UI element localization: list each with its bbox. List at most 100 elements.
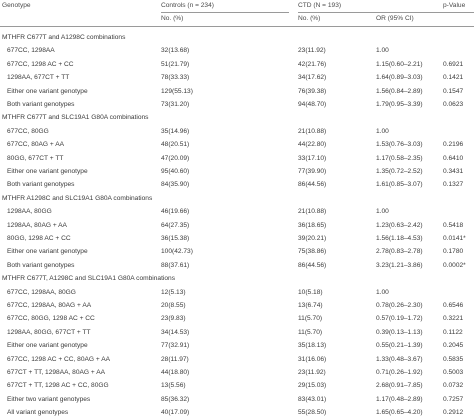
or-cell: 1.79(0.95–3.39)	[376, 101, 423, 108]
header-or: OR (95% CI)	[376, 15, 414, 22]
pvalue-cell: 0.3221	[443, 315, 464, 323]
table-row: Either one variant genotype 129(55.13) 76(…	[0, 87, 474, 97]
header-controls: Controls (n = 234)	[161, 2, 214, 9]
controls-cell: 64(27.35)	[161, 221, 190, 229]
genotype-cell: 1298AA, 80GG, 677CT + TT	[7, 328, 91, 336]
table-row: 80GG, 1298 AC + CC 36(15.38) 39(20.21) 1.56…	[0, 234, 474, 244]
ctd-cell: 23(11.92)	[298, 369, 326, 376]
ctd-cell: 13(6.74)	[298, 302, 323, 309]
controls-cell: 40(17.09)	[161, 409, 190, 417]
pvalue-cell: 0.1122	[443, 328, 463, 336]
header-bottom-rule	[0, 26, 474, 27]
table-row: Either one variant genotype 95(40.60) 77(3…	[0, 167, 474, 177]
or-cell: 0.57(0.19–1.72)	[376, 315, 423, 323]
pvalue-cell: 0.0002*	[443, 261, 466, 269]
genotype-cell: 1298AA, 677CT + TT	[7, 74, 70, 82]
pvalue-cell: 0.6410	[443, 154, 464, 162]
header-genotype: Genotype	[2, 2, 31, 9]
genotype-cell: 677CC, 1298AA, 80AG + AA	[7, 302, 92, 309]
ctd-cell: 36(18.65)	[298, 221, 327, 229]
genotype-cell: Both variant genotypes	[7, 101, 75, 108]
ctd-cell: 83(43.01)	[298, 395, 327, 403]
controls-cell: 84(35.90)	[161, 181, 190, 189]
table-row: 1298AA, 80GG 46(19.66) 21(10.88) 1.00	[0, 207, 474, 217]
table-row: 677CT + TT, 1298AA, 80AG + AA 44(18.80) 23…	[0, 368, 474, 378]
ctd-cell: 35(18.13)	[298, 342, 327, 350]
controls-cell: 78(33.33)	[161, 74, 190, 82]
or-cell: 1.17(0.48–2.89)	[376, 395, 423, 403]
controls-cell: 88(37.61)	[161, 261, 190, 269]
genotype-cell: Either one variant genotype	[7, 248, 88, 256]
pvalue-cell: 0.2045	[443, 342, 464, 350]
section-label: MTHFR C677T and A1298C combinations	[2, 34, 126, 41]
genotype-cell: Either one variant genotype	[7, 168, 88, 175]
ctd-cell: 55(28.50)	[298, 409, 327, 417]
pvalue-cell: 0.7257	[443, 395, 464, 403]
pvalue-cell: 0.1780	[443, 248, 464, 256]
genotype-cell: Both variant genotypes	[7, 261, 75, 269]
ctd-cell: 76(39.38)	[298, 87, 327, 95]
controls-cell: 34(14.53)	[161, 328, 190, 336]
pvalue-cell: 0.6546	[443, 302, 464, 309]
ctd-cell: 23(11.92)	[298, 47, 326, 55]
or-cell: 1.61(0.85–3.07)	[376, 181, 423, 189]
or-cell: 1.17(0.58–2.35)	[376, 154, 423, 162]
pvalue-cell: 0.1547	[443, 87, 464, 95]
controls-cell: 23(9.83)	[161, 315, 186, 323]
pvalue-cell: 0.5003	[443, 369, 464, 376]
table-row: 677CC, 1298 AC + CC, 80AG + AA 28(11.97) 3…	[0, 355, 474, 365]
controls-cell: 95(40.60)	[161, 168, 190, 175]
genotype-cell: 677CT + TT, 1298 AC + CC, 80GG	[7, 382, 109, 390]
or-cell: 1.00	[376, 47, 389, 55]
or-cell: 0.55(0.21–1.39)	[376, 342, 423, 350]
ctd-cell: 86(44.56)	[298, 181, 327, 189]
ctd-cell: 21(10.88)	[298, 208, 327, 216]
section-label: MTHFR C677T, A1298C and SLC19A1 G80A com…	[2, 275, 175, 283]
table-row: Both variant genotypes 88(37.61) 86(44.56)…	[0, 261, 474, 271]
or-cell: 0.71(0.26–1.92)	[376, 369, 423, 376]
or-cell: 1.00	[376, 127, 389, 135]
table-row: 677CC, 1298AA, 80GG 12(5.13) 10(5.18) 1.00	[0, 288, 474, 298]
genotype-cell: All variant genotypes	[7, 409, 69, 417]
pvalue-cell: 0.0141*	[443, 235, 466, 242]
or-cell: 1.15(0.60–2.21)	[376, 60, 423, 68]
ctd-cell: 94(48.70)	[298, 101, 327, 108]
ctd-cell: 86(44.56)	[298, 261, 327, 269]
controls-cell: 77(32.91)	[161, 342, 190, 350]
ctd-cell: 33(17.10)	[298, 154, 327, 162]
ctd-cell: 10(5.18)	[298, 288, 323, 296]
table-row: 1298AA, 80GG, 677CT + TT 34(14.53) 11(5.70…	[0, 328, 474, 338]
or-cell: 1.56(1.18–4.53)	[376, 235, 423, 242]
or-cell: 0.39(0.13–1.13)	[376, 328, 423, 336]
genotype-cell: 677CC, 1298 AC + CC	[7, 60, 74, 68]
controls-cell: 20(8.55)	[161, 302, 186, 309]
table-row: 677CC, 1298AA, 80AG + AA 20(8.55) 13(6.74)…	[0, 301, 474, 311]
pvalue-cell: 0.5835	[443, 355, 464, 363]
ctd-cell: 34(17.62)	[298, 74, 327, 82]
controls-cell: 73(31.20)	[161, 101, 190, 108]
pvalue-cell: 0.5418	[443, 221, 464, 229]
ctd-cell: 39(20.21)	[298, 235, 327, 242]
or-cell: 1.00	[376, 208, 389, 216]
table-row: 677CC, 1298AA 32(13.68) 23(11.92) 1.00	[0, 46, 474, 56]
or-cell: 1.53(0.76–3.03)	[376, 141, 423, 149]
genotype-cell: 1298AA, 80GG	[7, 208, 52, 216]
ctd-cell: 42(21.76)	[298, 60, 327, 68]
pvalue-cell: 0.2912	[443, 409, 464, 417]
controls-cell: 46(19.66)	[161, 208, 190, 216]
ctd-cell: 77(39.90)	[298, 168, 327, 175]
header-no-ctd: No. (%)	[298, 15, 321, 22]
header-rule-ctd	[298, 12, 474, 13]
genotype-cell: Either two variant genotypes	[7, 395, 91, 403]
genotype-cell: 677CC, 80AG + AA	[7, 141, 64, 149]
pvalue-cell: 0.3431	[443, 168, 464, 175]
table-row: Either one variant genotype 100(42.73) 75(…	[0, 247, 474, 257]
header-pvalue: p-Value	[443, 2, 466, 9]
controls-cell: 51(21.79)	[161, 60, 190, 68]
controls-cell: 47(20.09)	[161, 154, 190, 162]
genotype-cell: 677CC, 1298AA, 80GG	[7, 288, 76, 296]
ctd-cell: 31(16.06)	[298, 355, 327, 363]
genotype-cell: Both variant genotypes	[7, 181, 75, 189]
genotype-cell: 677CC, 80GG	[7, 127, 49, 135]
